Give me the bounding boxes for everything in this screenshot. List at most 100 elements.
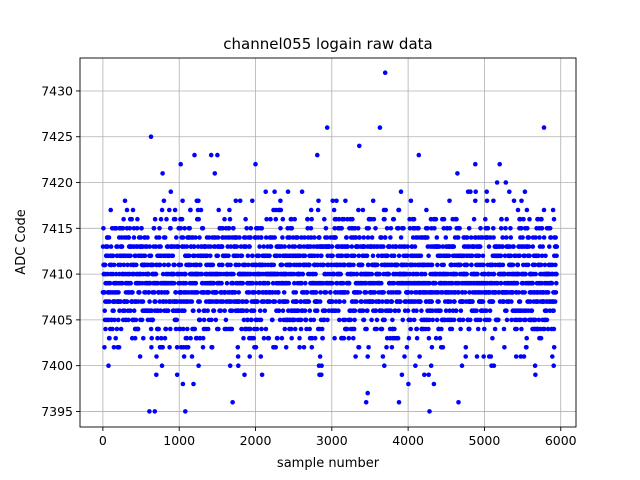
data-point	[379, 308, 385, 314]
data-point	[404, 271, 409, 277]
data-point	[500, 244, 506, 249]
data-point	[224, 280, 230, 286]
data-point	[305, 216, 310, 222]
data-point	[480, 235, 485, 240]
data-point	[502, 345, 507, 350]
data-point	[527, 216, 532, 222]
data-point	[539, 216, 544, 222]
data-point	[446, 253, 452, 259]
data-point	[107, 280, 113, 286]
data-point	[449, 326, 455, 332]
data-point	[134, 226, 140, 231]
data-point	[146, 271, 151, 277]
data-point	[365, 235, 371, 240]
data-point	[275, 335, 280, 341]
data-point	[231, 226, 236, 231]
data-point	[473, 198, 478, 204]
data-point	[508, 226, 513, 231]
x-tick-label: 6000	[545, 433, 577, 448]
data-point	[210, 262, 216, 268]
data-point	[391, 253, 397, 259]
data-point	[374, 317, 380, 323]
data-point	[406, 290, 411, 295]
data-point	[208, 244, 213, 249]
data-point	[405, 308, 411, 314]
data-point	[377, 271, 382, 277]
data-point	[463, 354, 469, 359]
data-point	[166, 262, 171, 268]
data-point	[259, 326, 264, 332]
data-point	[298, 326, 304, 332]
data-point	[128, 308, 133, 314]
data-point	[544, 308, 549, 314]
data-point	[382, 363, 387, 369]
data-point	[248, 226, 254, 231]
data-point	[181, 354, 187, 359]
data-point	[433, 280, 438, 286]
data-point	[447, 198, 452, 204]
data-point	[263, 235, 269, 240]
data-point	[295, 235, 300, 240]
data-point	[544, 317, 550, 323]
data-point	[129, 216, 134, 222]
data-point	[554, 280, 559, 286]
data-point	[401, 226, 406, 231]
data-point	[475, 326, 481, 332]
y-axis-label: ADC Code	[14, 209, 29, 274]
data-point	[464, 271, 470, 277]
data-point	[277, 317, 283, 323]
data-point	[262, 308, 268, 314]
data-point	[304, 290, 310, 295]
data-point	[318, 290, 323, 295]
data-point	[521, 216, 526, 222]
data-point	[240, 280, 246, 286]
data-point	[267, 253, 272, 259]
data-point	[369, 271, 375, 277]
data-point	[369, 317, 374, 323]
y-tick-label: 7415	[41, 221, 73, 236]
data-point	[298, 317, 304, 323]
data-point	[120, 226, 126, 231]
data-point	[259, 372, 265, 378]
data-point	[247, 354, 252, 359]
data-point	[150, 262, 156, 268]
data-point	[533, 235, 538, 240]
data-point	[124, 299, 130, 304]
grid-lines	[80, 58, 576, 427]
data-point	[170, 253, 176, 259]
data-point	[553, 235, 558, 240]
data-point	[339, 226, 345, 231]
data-point	[551, 308, 556, 314]
data-point	[116, 345, 122, 350]
data-point	[419, 308, 424, 314]
data-point	[540, 244, 545, 249]
data-point	[288, 326, 294, 332]
data-point	[356, 207, 361, 213]
data-point	[172, 207, 178, 213]
data-point	[122, 308, 127, 314]
data-point	[182, 226, 187, 231]
data-point	[521, 354, 527, 359]
data-point	[307, 326, 313, 332]
data-point	[451, 317, 457, 323]
data-point	[382, 70, 388, 75]
data-point	[153, 244, 159, 249]
data-point	[393, 244, 399, 249]
data-point	[524, 335, 529, 341]
data-point	[518, 226, 524, 231]
data-point	[154, 372, 159, 378]
data-point	[157, 262, 163, 268]
data-point	[302, 308, 308, 314]
data-point	[148, 326, 154, 332]
data-point	[551, 345, 557, 350]
data-point	[554, 253, 559, 259]
data-point	[270, 280, 276, 286]
data-point	[174, 235, 179, 240]
data-point	[395, 262, 400, 268]
data-point	[135, 326, 141, 332]
data-point	[372, 290, 378, 295]
data-point	[288, 262, 293, 268]
data-point	[414, 308, 419, 314]
data-point	[484, 189, 490, 194]
data-point	[191, 381, 196, 387]
